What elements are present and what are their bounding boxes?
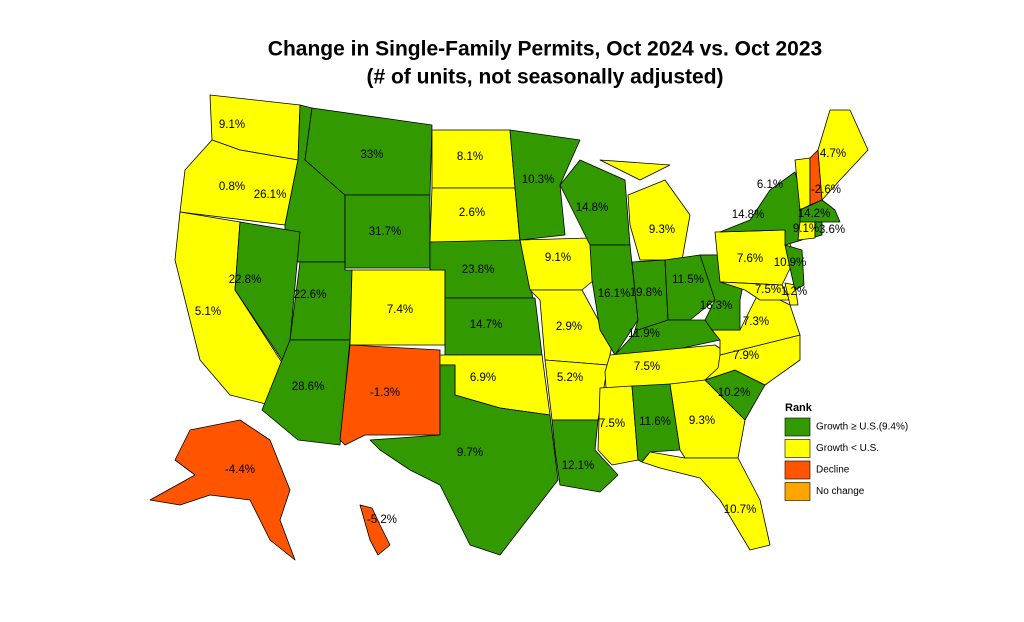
state-label: 10.3%: [522, 174, 555, 186]
legend-title: Rank: [785, 402, 813, 414]
state-label: -5.2%: [367, 514, 397, 526]
state-label: 19.8%: [630, 287, 663, 299]
state-shape: [719, 281, 791, 301]
state-shape: [704, 334, 801, 386]
state-shape: [597, 385, 639, 466]
state-shape: [519, 237, 601, 291]
state-shape: [149, 419, 296, 561]
state-label: 9.7%: [457, 447, 483, 459]
state-label: 0.8%: [219, 181, 245, 193]
state-label: 7.5%: [599, 418, 625, 430]
state-shape: [799, 199, 841, 223]
state-label: 4.7%: [820, 148, 846, 160]
state-label: 9.3%: [689, 415, 715, 427]
states: [149, 94, 869, 561]
state-label: 7.4%: [387, 304, 413, 316]
state-shape: [339, 344, 441, 446]
state-label: 11.9%: [628, 328, 660, 340]
state-label: 2.6%: [459, 207, 485, 219]
state-label: 10.9%: [774, 257, 807, 269]
state-shape: [641, 451, 771, 551]
state-label: 5.1%: [195, 306, 221, 318]
legend-label: No change: [816, 486, 865, 497]
state-label: 11.5%: [672, 274, 704, 286]
state-label: 16.3%: [700, 300, 733, 312]
state-label: 14.8%: [732, 209, 765, 221]
state-label: 11.6%: [639, 416, 671, 428]
state-label: 31.7%: [369, 226, 402, 238]
legend-label: Growth ≥ U.S.(9.4%): [816, 422, 908, 433]
state-label: 22.6%: [294, 289, 327, 301]
state-label: 9.3%: [649, 224, 675, 236]
state-shape: [784, 244, 805, 291]
state-label: 28.6%: [292, 381, 325, 393]
state-label: 12.1%: [562, 460, 595, 472]
state-label: 7.5%: [755, 284, 781, 296]
legend: Rank Growth ≥ U.S.(9.4%) Growth < U.S. Dec…: [784, 402, 908, 501]
state-label: 6.1%: [757, 179, 783, 191]
state-label: 8.1%: [457, 151, 483, 163]
state-shape: [711, 289, 801, 356]
state-label: 7.5%: [634, 361, 660, 373]
state-label: 6.9%: [470, 372, 496, 384]
state-label: 3.6%: [819, 224, 845, 236]
map-title: Change in Single-Family Permits, Oct 202…: [268, 38, 822, 61]
state-label: 7.3%: [743, 316, 769, 328]
state-label: 2.9%: [556, 321, 582, 333]
state-shape: [359, 504, 391, 556]
legend-swatch: [784, 417, 811, 437]
state-shape: [599, 159, 671, 181]
map-subtitle: (# of units, not seasonally adjusted): [366, 66, 723, 89]
state-labels: 9.1% 0.8% 5.1% 26.1% 33% 31.7% 22.8% 22.6% 28.6%…: [195, 119, 846, 526]
state-shape: [814, 221, 823, 238]
state-label: 5.2%: [557, 372, 583, 384]
state-shape: [627, 179, 691, 261]
state-label: 10.7%: [724, 504, 757, 516]
legend-swatch: [784, 439, 811, 458]
state-shape: [369, 364, 559, 556]
state-label: 7.9%: [733, 350, 759, 362]
state-label: 22.8%: [229, 274, 262, 286]
state-shape: [551, 419, 619, 493]
state-label: 14.2%: [798, 208, 831, 220]
state-label: 14.7%: [470, 319, 503, 331]
state-shape: [559, 159, 631, 246]
state-label: 1.2%: [781, 286, 807, 298]
legend-label: Decline: [816, 465, 850, 476]
state-label: 23.8%: [462, 264, 495, 276]
state-label: 7.6%: [737, 253, 763, 265]
state-shape: [544, 359, 609, 421]
state-label: 26.1%: [254, 189, 287, 201]
state-label: 10.2%: [718, 387, 751, 399]
state-label: 14.8%: [576, 202, 609, 214]
state-label: 33%: [360, 149, 383, 161]
legend-label: Growth < U.S.: [816, 443, 879, 454]
legend-swatch: [784, 460, 811, 480]
state-label: -1.3%: [370, 387, 400, 399]
state-label: 9.1%: [545, 252, 571, 264]
state-label: 16.1%: [598, 288, 631, 300]
state-shape: [509, 129, 581, 241]
legend-swatch: [784, 482, 811, 501]
state-label: -4.4%: [225, 464, 255, 476]
state-label: 9.1%: [219, 119, 245, 131]
state-shape: [797, 221, 816, 241]
state-label: -2.6%: [811, 184, 841, 196]
state-label: 9.1%: [793, 223, 819, 235]
